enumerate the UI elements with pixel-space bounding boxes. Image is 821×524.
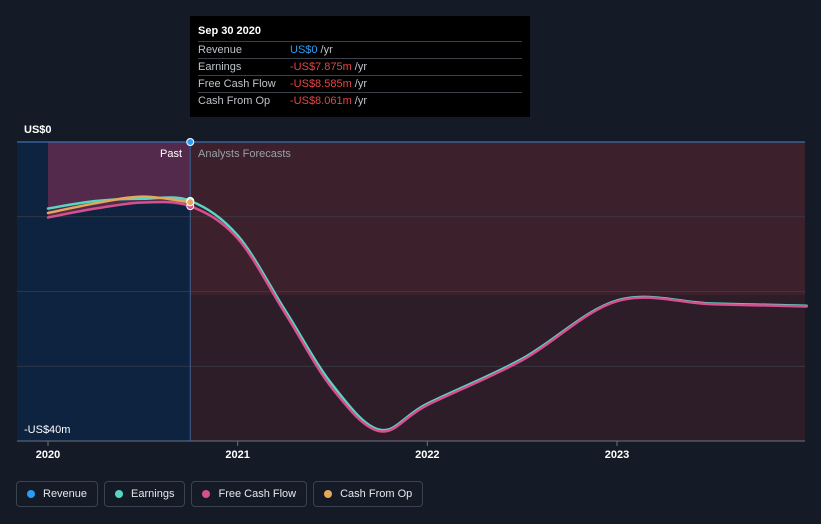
tooltip-row-value: -US$8.061m: [290, 95, 352, 107]
legend-item-earnings[interactable]: Earnings: [104, 481, 186, 507]
forecast-band-lower: [190, 295, 805, 441]
legend-label: Free Cash Flow: [218, 488, 297, 500]
tooltip-row-value: US$0: [290, 44, 318, 56]
tooltip-row-unit: /yr: [320, 44, 333, 56]
legend-dot-icon: [115, 490, 124, 498]
tooltip-row-unit: /yr: [354, 78, 367, 90]
y-axis-bottom-label: -US$40m: [24, 424, 70, 436]
legend-label: Cash From Op: [340, 488, 413, 500]
chart-series: [46, 195, 808, 433]
x-tick-label: 2023: [605, 449, 629, 461]
forecast-label: Analysts Forecasts: [198, 148, 291, 160]
legend-label: Revenue: [43, 488, 88, 500]
chart-canvas: US$0 -US$40m Past Analysts Forecasts 202…: [17, 124, 808, 461]
tooltip-row-revenue: Revenue US$0/yr: [198, 41, 522, 58]
tooltip-date: Sep 30 2020: [198, 25, 261, 37]
data-tooltip: Sep 30 2020 Revenue US$0/yr Earnings -US$7.…: [190, 16, 530, 117]
tooltip-row-label: Earnings: [198, 61, 242, 73]
marker-revenue[interactable]: [186, 138, 195, 146]
tooltip-row-value: -US$7.875m: [290, 61, 352, 73]
legend-label: Earnings: [131, 488, 175, 500]
legend-item-revenue[interactable]: Revenue: [16, 481, 99, 507]
series-line-free-cash-flow: [46, 200, 808, 433]
tooltip-row-unit: /yr: [354, 95, 367, 107]
forecast-band-upper: [190, 142, 805, 296]
y-axis-top-label: US$0: [24, 124, 52, 136]
tooltip-row-unit: /yr: [354, 61, 367, 73]
x-axis-ticks: 2020 2021 2022 2023: [36, 441, 629, 461]
chart-legend: Revenue Earnings Free Cash Flow Cash From O…: [16, 481, 424, 507]
tooltip-row-label: Cash From Op: [198, 95, 271, 107]
legend-item-free-cash-flow[interactable]: Free Cash Flow: [191, 481, 308, 507]
tooltip-rows: Revenue US$0/yr Earnings -US$7.875m/yr Free …: [198, 41, 522, 109]
chart-markers: [186, 138, 195, 211]
series-line-cash-from-op: [46, 195, 192, 215]
legend-dot-icon: [324, 490, 333, 498]
legend-item-cash-from-op[interactable]: Cash From Op: [313, 481, 424, 507]
tooltip-row-value: -US$8.585m: [290, 78, 352, 90]
tooltip-row-earnings: Earnings -US$7.875m/yr: [198, 58, 522, 75]
chart-gridlines: [17, 141, 805, 442]
past-label: Past: [160, 148, 182, 160]
legend-dot-icon: [27, 490, 35, 498]
tooltip-row-label: Free Cash Flow: [198, 78, 276, 90]
x-tick-label: 2020: [36, 449, 60, 461]
x-tick-label: 2022: [415, 449, 439, 461]
legend-dot-icon: [202, 490, 211, 498]
marker-cash-from-op[interactable]: [186, 198, 195, 207]
tooltip-row-free-cash-flow: Free Cash Flow -US$8.585m/yr: [198, 75, 522, 92]
x-tick-label: 2021: [225, 449, 249, 461]
tooltip-row-cash-from-op: Cash From Op -US$8.061m/yr: [198, 92, 522, 109]
chart-labels: US$0 -US$40m Past Analysts Forecasts: [24, 124, 291, 436]
tooltip-row-label: Revenue: [198, 44, 243, 56]
